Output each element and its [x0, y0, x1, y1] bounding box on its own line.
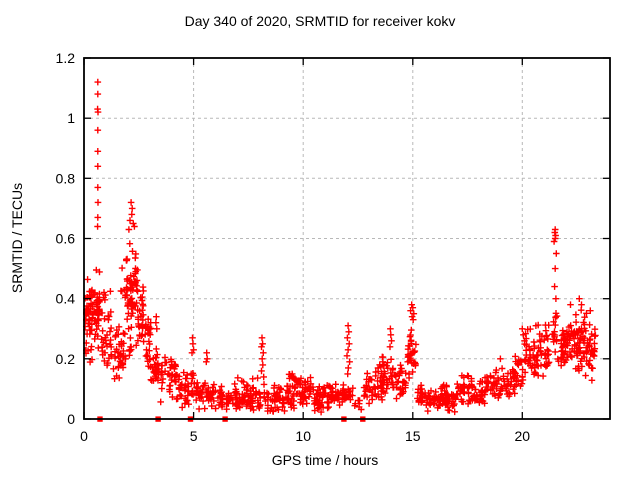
- x-axis-label: GPS time / hours: [271, 452, 379, 468]
- svg-text:20: 20: [515, 428, 531, 444]
- svg-text:0: 0: [80, 428, 88, 444]
- svg-text:5: 5: [190, 428, 198, 444]
- svg-text:0.4: 0.4: [56, 291, 76, 307]
- svg-text:0.8: 0.8: [56, 170, 76, 186]
- svg-text:0.6: 0.6: [56, 231, 76, 247]
- svg-text:0.2: 0.2: [56, 351, 76, 367]
- svg-text:10: 10: [295, 428, 311, 444]
- svg-text:0: 0: [67, 411, 75, 427]
- svg-text:1: 1: [67, 110, 75, 126]
- svg-text:15: 15: [405, 428, 421, 444]
- srmtid-points: [83, 78, 599, 416]
- chart-title: Day 340 of 2020, SRMTID for receiver kok…: [184, 13, 456, 29]
- svg-text:1.2: 1.2: [56, 50, 76, 66]
